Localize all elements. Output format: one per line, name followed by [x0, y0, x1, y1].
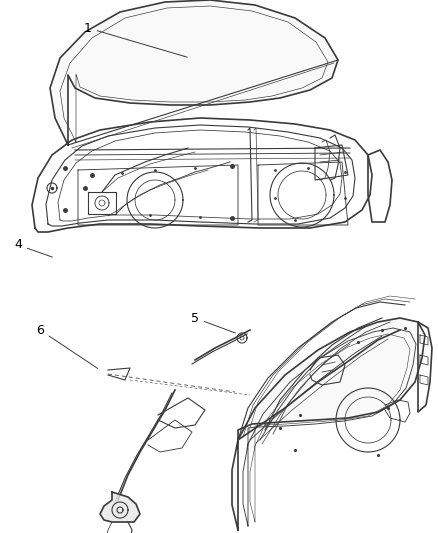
Text: 5: 5 — [191, 311, 235, 333]
Polygon shape — [100, 492, 140, 522]
Text: 6: 6 — [36, 324, 98, 368]
Text: 4: 4 — [14, 238, 53, 257]
Polygon shape — [232, 318, 425, 530]
Polygon shape — [50, 0, 338, 145]
Text: 1: 1 — [84, 21, 187, 57]
